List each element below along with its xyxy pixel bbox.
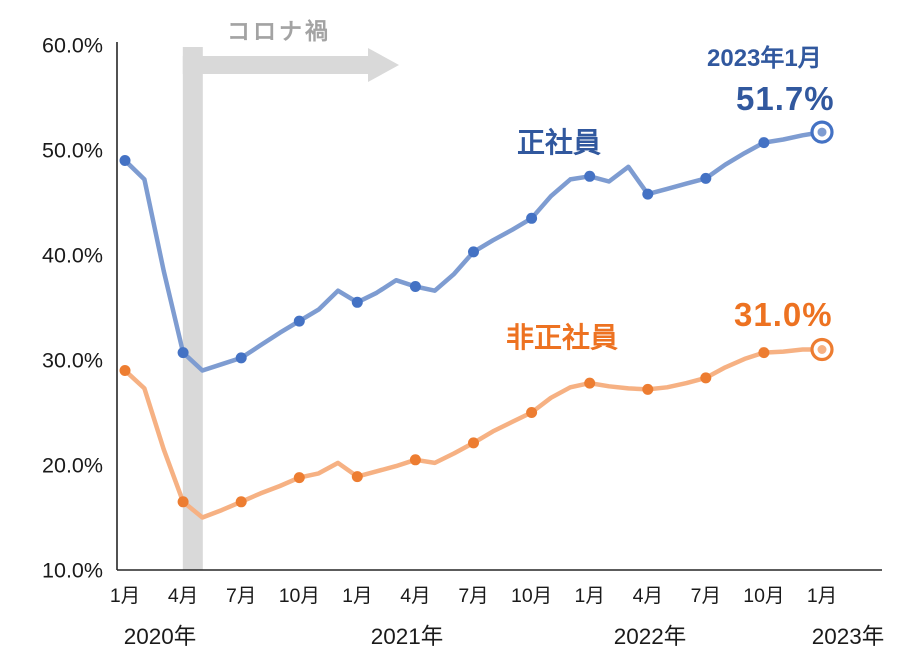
data-point (351, 296, 363, 308)
y-tick-label: 50.0% (42, 139, 103, 163)
series1-end-value: 51.7% (736, 80, 835, 117)
data-point (758, 137, 770, 149)
data-point (526, 407, 538, 418)
series2-end-value: 31.0% (734, 296, 833, 333)
data-point (409, 281, 421, 292)
year-label: 2023年 (812, 624, 885, 649)
covid-annotation: コロナ禍 (227, 18, 331, 44)
x-tick-label: 1月 (110, 585, 140, 607)
year-label: 2020年 (124, 624, 197, 649)
data-point (468, 246, 479, 258)
x-tick-label: 7月 (226, 585, 256, 607)
data-point (177, 496, 189, 508)
end-marker-inner (817, 345, 827, 354)
y-tick-label: 40.0% (42, 244, 103, 268)
data-point (642, 188, 654, 200)
data-point (235, 352, 247, 364)
x-tick-label: 4月 (633, 585, 663, 607)
data-point (468, 437, 479, 449)
x-tick-label: 10月 (743, 585, 784, 607)
data-point (293, 472, 305, 484)
y-tick-label: 60.0% (42, 34, 103, 58)
series2-inline-label: 非正社員 (506, 322, 619, 353)
data-point (526, 212, 538, 224)
data-point (584, 377, 596, 389)
end-marker-inner (817, 127, 827, 137)
data-point (642, 383, 654, 395)
x-tick-label: 10月 (279, 585, 320, 607)
x-tick-label: 4月 (400, 585, 430, 607)
x-tick-label: 4月 (168, 585, 198, 607)
covid-arrow (182, 48, 399, 82)
series-line-1 (122, 347, 825, 520)
x-tick-label: 1月 (342, 585, 372, 607)
series1-inline-label: 正社員 (517, 127, 602, 158)
x-tick-label: 1月 (807, 585, 837, 607)
data-point (177, 347, 189, 359)
data-point (409, 454, 421, 466)
data-point (584, 170, 596, 182)
data-point (119, 155, 131, 166)
x-tick-label: 1月 (575, 585, 605, 607)
data-point (293, 315, 305, 327)
y-tick-label: 20.0% (42, 454, 103, 478)
data-point (700, 172, 712, 184)
end-date-annotation: 2023年1月 (707, 45, 822, 72)
data-point (758, 347, 770, 359)
data-point (119, 365, 131, 376)
year-label: 2022年 (614, 624, 687, 649)
y-tick-label: 30.0% (42, 349, 103, 373)
y-tick-label: 10.0% (42, 559, 103, 583)
data-point (700, 372, 712, 384)
year-label: 2021年 (371, 624, 444, 649)
data-point (235, 496, 247, 508)
x-tick-label: 7月 (458, 585, 488, 607)
x-tick-label: 10月 (511, 585, 552, 607)
data-point (351, 471, 363, 483)
covid-band (182, 47, 203, 570)
x-tick-label: 7月 (691, 585, 721, 607)
